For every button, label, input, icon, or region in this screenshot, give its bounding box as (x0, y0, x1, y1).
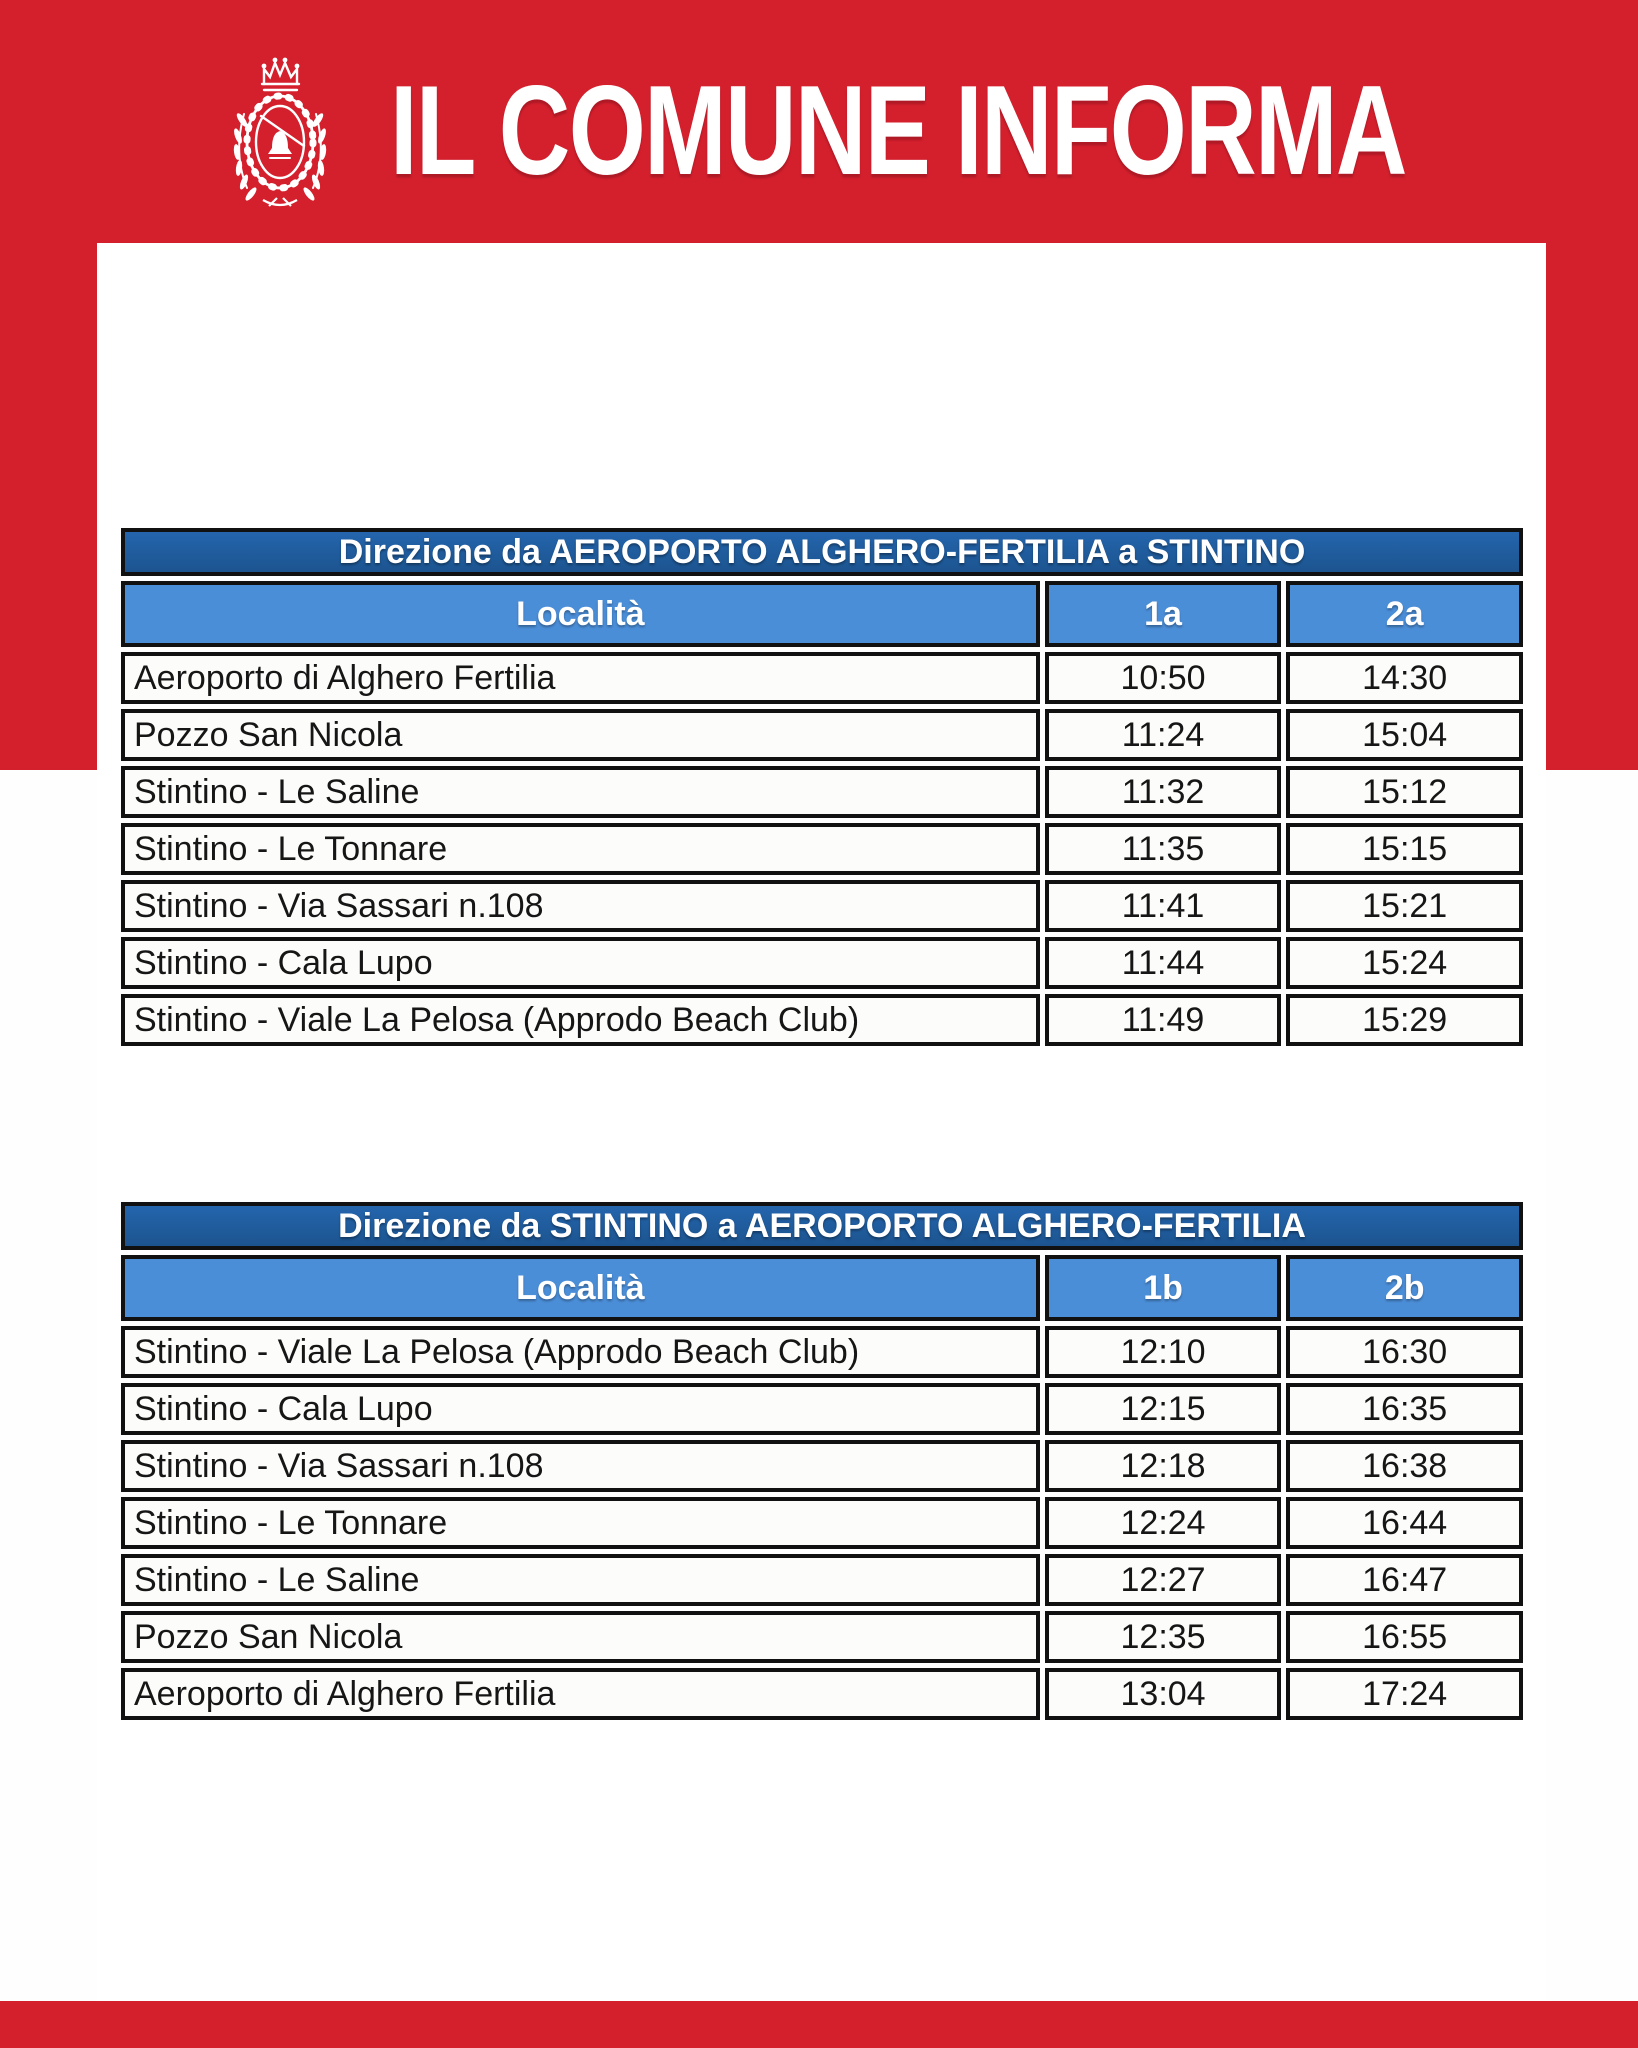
time-cell: 13:04 (1044, 1668, 1282, 1720)
locality-cell: Aeroporto di Alghero Fertilia (121, 652, 1040, 704)
time-cell: 12:15 (1044, 1383, 1282, 1435)
time-cell: 16:55 (1286, 1611, 1523, 1663)
locality-cell: Stintino - Le Saline (121, 1554, 1040, 1606)
time-cell: 11:35 (1044, 823, 1282, 875)
table-row: Pozzo San Nicola 11:24 15:04 (121, 709, 1523, 761)
time-cell: 11:49 (1044, 994, 1282, 1046)
time-cell: 17:24 (1286, 1668, 1523, 1720)
column-header-row: Località 1b 2b (121, 1255, 1523, 1321)
table-row: Pozzo San Nicola 12:35 16:55 (121, 1611, 1523, 1663)
comune-crest-icon (233, 57, 327, 207)
table-row: Stintino - Via Sassari n.108 12:18 16:38 (121, 1440, 1523, 1492)
time-cell: 12:27 (1044, 1554, 1282, 1606)
red-footer-band (0, 2001, 1638, 2048)
locality-cell: Stintino - Viale La Pelosa (Approdo Beac… (121, 1326, 1040, 1378)
table-title-return: Direzione da STINTINO a AEROPORTO ALGHER… (121, 1202, 1523, 1250)
table-title-outbound: Direzione da AEROPORTO ALGHERO-FERTILIA … (121, 528, 1523, 576)
table-row: Stintino - Le Saline 12:27 16:47 (121, 1554, 1523, 1606)
time-cell: 15:04 (1286, 709, 1523, 761)
time-cell: 16:44 (1286, 1497, 1523, 1549)
locality-cell: Stintino - Via Sassari n.108 (121, 880, 1040, 932)
locality-cell: Stintino - Cala Lupo (121, 937, 1040, 989)
table-row: Stintino - Via Sassari n.108 11:41 15:21 (121, 880, 1523, 932)
table-row: Stintino - Cala Lupo 12:15 16:35 (121, 1383, 1523, 1435)
locality-cell: Stintino - Viale La Pelosa (Approdo Beac… (121, 994, 1040, 1046)
table-row: Stintino - Viale La Pelosa (Approdo Beac… (121, 994, 1523, 1046)
table-row: Stintino - Viale La Pelosa (Approdo Beac… (121, 1326, 1523, 1378)
time-cell: 12:18 (1044, 1440, 1282, 1492)
time-cell: 16:47 (1286, 1554, 1523, 1606)
time-cell: 11:32 (1044, 766, 1282, 818)
column-header-run-2a: 2a (1286, 581, 1523, 647)
column-header-locality: Località (121, 581, 1040, 647)
time-cell: 16:30 (1286, 1326, 1523, 1378)
time-cell: 11:44 (1044, 937, 1282, 989)
brand-header: IL COMUNE INFORMA (225, 46, 1599, 216)
time-cell: 12:24 (1044, 1497, 1282, 1549)
locality-cell: Stintino - Le Tonnare (121, 823, 1040, 875)
column-header-run-1a: 1a (1044, 581, 1282, 647)
content-card: Direzione da AEROPORTO ALGHERO-FERTILIA … (97, 243, 1546, 2001)
locality-cell: Aeroporto di Alghero Fertilia (121, 1668, 1040, 1720)
column-header-run-1b: 1b (1044, 1255, 1282, 1321)
column-header-run-2b: 2b (1286, 1255, 1523, 1321)
locality-cell: Stintino - Via Sassari n.108 (121, 1440, 1040, 1492)
table-row: Stintino - Le Tonnare 12:24 16:44 (121, 1497, 1523, 1549)
locality-cell: Stintino - Cala Lupo (121, 1383, 1040, 1435)
table-row: Aeroporto di Alghero Fertilia 13:04 17:24 (121, 1668, 1523, 1720)
time-cell: 11:41 (1044, 880, 1282, 932)
time-cell: 11:24 (1044, 709, 1282, 761)
locality-cell: Stintino - Le Tonnare (121, 1497, 1040, 1549)
timetable-outbound: Direzione da AEROPORTO ALGHERO-FERTILIA … (116, 523, 1528, 1051)
time-cell: 15:12 (1286, 766, 1523, 818)
time-cell: 16:35 (1286, 1383, 1523, 1435)
time-cell: 15:21 (1286, 880, 1523, 932)
time-cell: 16:38 (1286, 1440, 1523, 1492)
time-cell: 15:24 (1286, 937, 1523, 989)
locality-cell: Pozzo San Nicola (121, 1611, 1040, 1663)
column-header-row: Località 1a 2a (121, 581, 1523, 647)
column-header-locality: Località (121, 1255, 1040, 1321)
time-cell: 12:35 (1044, 1611, 1282, 1663)
timetable-return: Direzione da STINTINO a AEROPORTO ALGHER… (116, 1197, 1528, 1725)
time-cell: 12:10 (1044, 1326, 1282, 1378)
time-cell: 15:29 (1286, 994, 1523, 1046)
time-cell: 15:15 (1286, 823, 1523, 875)
table-row: Stintino - Le Tonnare 11:35 15:15 (121, 823, 1523, 875)
table-row: Stintino - Le Saline 11:32 15:12 (121, 766, 1523, 818)
locality-cell: Pozzo San Nicola (121, 709, 1040, 761)
time-cell: 10:50 (1044, 652, 1282, 704)
table-row: Stintino - Cala Lupo 11:44 15:24 (121, 937, 1523, 989)
table-row: Aeroporto di Alghero Fertilia 10:50 14:30 (121, 652, 1523, 704)
poster-title: IL COMUNE INFORMA (390, 59, 1408, 203)
locality-cell: Stintino - Le Saline (121, 766, 1040, 818)
time-cell: 14:30 (1286, 652, 1523, 704)
